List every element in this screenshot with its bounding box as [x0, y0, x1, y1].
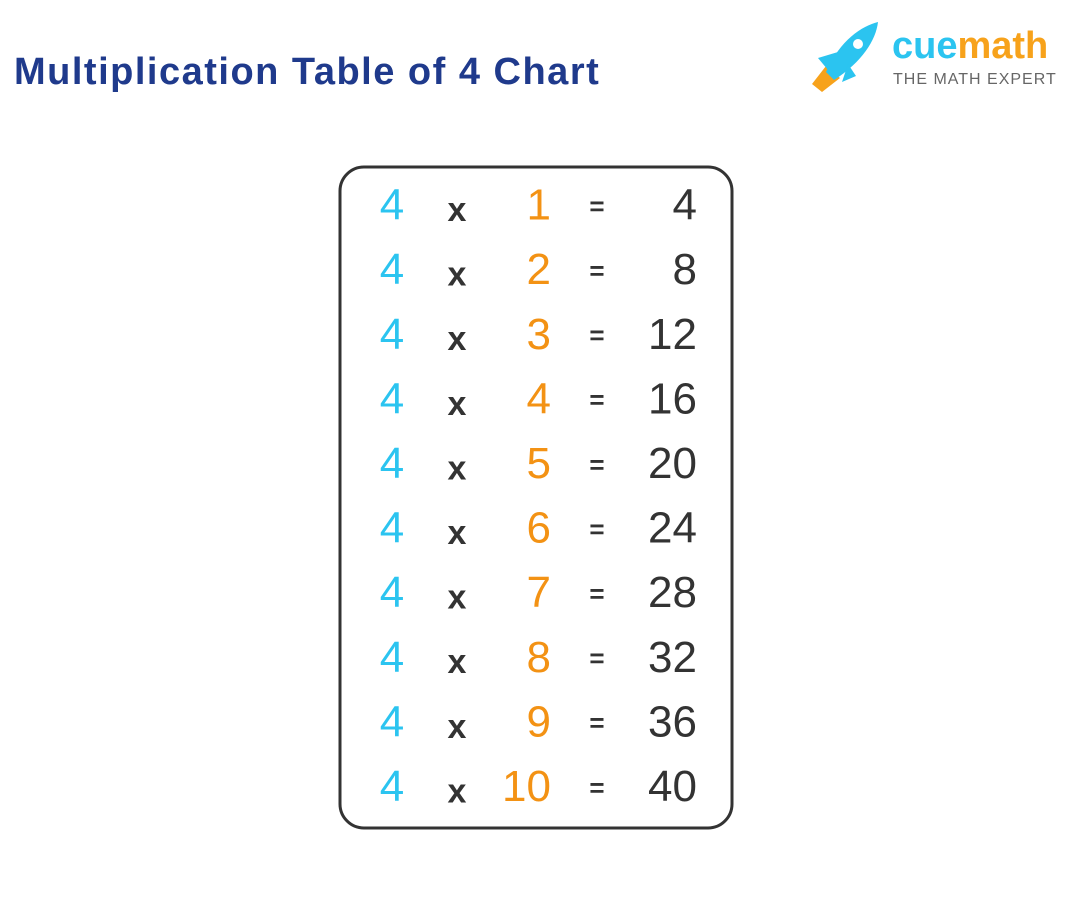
logo-rocket — [812, 22, 878, 92]
operator: x — [448, 449, 467, 487]
product: 16 — [648, 374, 697, 423]
operator: x — [448, 320, 467, 358]
operator: x — [448, 514, 467, 552]
multiplier: 8 — [527, 633, 551, 682]
equals: = — [589, 708, 604, 738]
product: 24 — [648, 504, 697, 553]
equals: = — [589, 514, 604, 544]
product: 4 — [673, 181, 697, 230]
table: 4 x 1 = 4 4 x 2 = 8 4 x 3 = 12 4 x 4 = 16 4 x 5 = 20 4 x 6 = 24 4 x 7 = 28… — [380, 181, 697, 811]
multiplier: 7 — [527, 568, 551, 617]
logo-brand-a: cue — [892, 25, 957, 67]
operator: x — [448, 191, 467, 229]
multiplicand: 4 — [380, 633, 404, 682]
equals: = — [589, 643, 604, 673]
product: 12 — [648, 310, 697, 359]
multiplier: 4 — [527, 374, 551, 423]
multiplicand: 4 — [380, 245, 404, 294]
multiplier: 2 — [527, 245, 551, 294]
multiplicand: 4 — [380, 568, 404, 617]
multiplicand: 4 — [380, 697, 404, 746]
multiplier: 1 — [527, 181, 551, 230]
equals: = — [589, 191, 604, 221]
table-frame — [338, 165, 734, 830]
operator: x — [448, 579, 467, 617]
equals: = — [589, 578, 604, 608]
multiplicand: 4 — [380, 374, 404, 423]
product: 32 — [648, 633, 697, 682]
equals: = — [589, 255, 604, 285]
multiplicand: 4 — [380, 439, 404, 488]
multiplier: 3 — [527, 310, 551, 359]
equals: = — [589, 320, 604, 350]
logo-brand-b: math — [957, 25, 1048, 67]
operator: x — [448, 772, 467, 810]
product: 36 — [648, 697, 697, 746]
multiplier: 6 — [527, 504, 551, 553]
product: 20 — [648, 439, 697, 488]
logo-text: cuemath — [892, 25, 1048, 67]
equals: = — [589, 385, 604, 415]
product: 28 — [648, 568, 697, 617]
equals: = — [589, 772, 604, 802]
equals: = — [589, 449, 604, 479]
operator: x — [448, 708, 467, 746]
multiplicand: 4 — [380, 310, 404, 359]
title: Multiplication Table of 4 Chart — [14, 51, 600, 93]
multiplier: 10 — [502, 762, 551, 811]
operator: x — [448, 385, 467, 423]
product: 8 — [673, 245, 697, 294]
multiplicand: 4 — [380, 504, 404, 553]
operator: x — [448, 256, 467, 294]
multiplier: 9 — [527, 697, 551, 746]
multiplier: 5 — [527, 439, 551, 488]
operator: x — [448, 643, 467, 681]
logo-tagline: THE MATH EXPERT — [893, 71, 1057, 88]
multiplicand: 4 — [380, 181, 404, 230]
multiplicand: 4 — [380, 762, 404, 811]
product: 40 — [648, 762, 697, 811]
